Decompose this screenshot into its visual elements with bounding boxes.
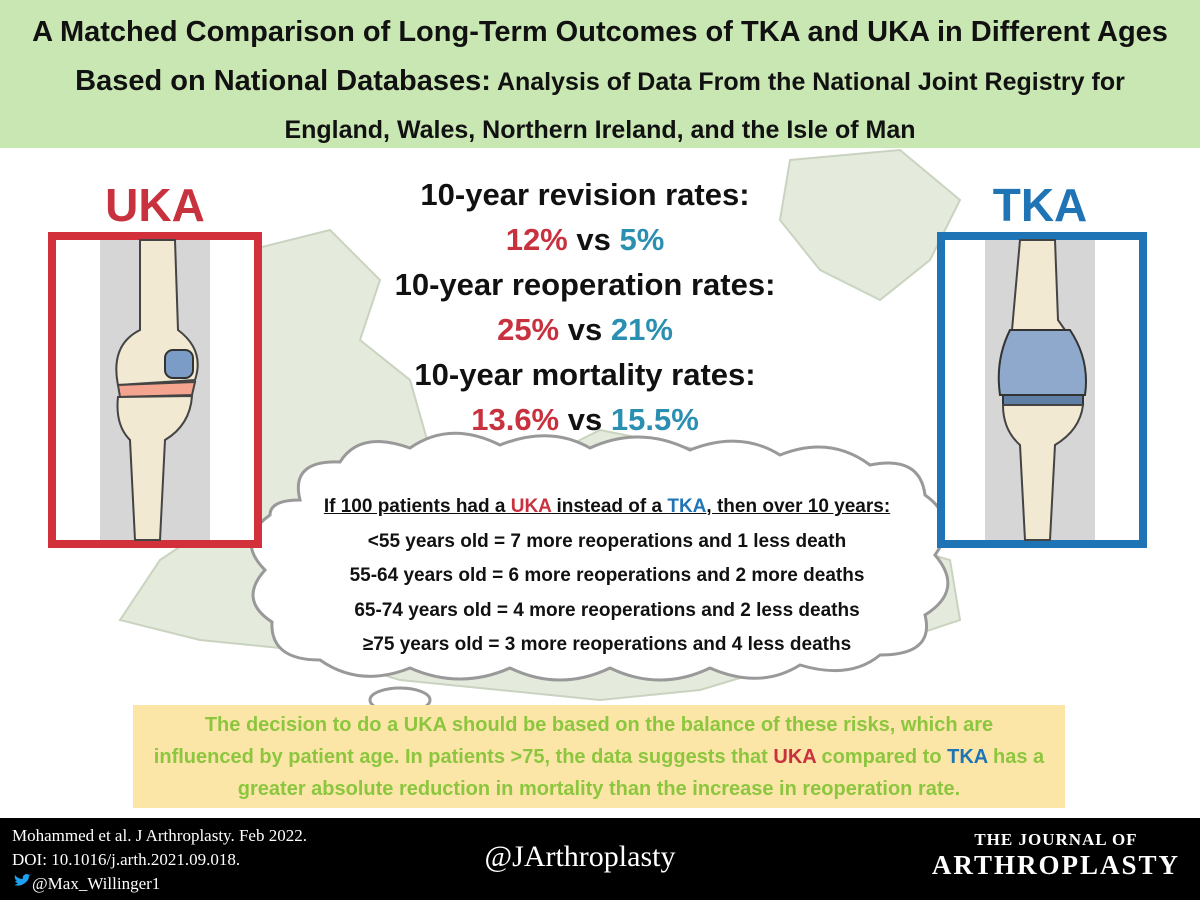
journal-line: THE JOURNAL OF: [974, 830, 1138, 849]
title: A Matched Comparison of Long-Term Outcom…: [0, 0, 1200, 148]
text: , then over 10 years:: [706, 496, 891, 517]
handle: @Max_Willinger1: [32, 874, 161, 893]
text: UKA: [773, 746, 816, 768]
illustration: [48, 148, 1147, 714]
stats: 10-year revision rates: 12% vs 5% 10-year …: [330, 172, 840, 442]
tibia: [1001, 404, 1085, 541]
uka-label: UKA: [105, 179, 205, 231]
author: @Max_Willinger1: [12, 872, 307, 896]
cloud-intro: If 100 patients had a UKA instead of a T…: [262, 490, 952, 525]
text: compared to: [815, 746, 948, 768]
tibia: [116, 394, 194, 541]
text: instead of a: [551, 496, 668, 517]
text: UKA: [510, 496, 552, 517]
tka-label: TKA: [992, 179, 1088, 231]
footer-left: Mohammed et al. J Arthroplasty. Feb 2022…: [12, 824, 307, 896]
cloud-text: If 100 patients had a UKA instead of a T…: [262, 490, 952, 663]
map-shape: [778, 148, 962, 302]
stat-values: 12% vs 5%: [330, 217, 840, 262]
text: TKA: [667, 496, 707, 517]
insert: [116, 380, 197, 399]
implant: [164, 349, 194, 379]
tka-value: 15.5%: [610, 402, 699, 437]
text: If 100 patients had a: [323, 496, 511, 517]
age-row: 65-74 years old = 4 more reoperations an…: [354, 599, 860, 621]
tka-value: 5%: [619, 222, 665, 257]
stat-heading: 10-year revision rates:: [420, 177, 750, 212]
implant: [997, 329, 1087, 396]
conclusion: The decision to do a UKA should be based…: [133, 705, 1065, 808]
age-row: 55-64 years old = 6 more reoperations an…: [349, 565, 865, 586]
title-sub: Analysis of Data From the National Joint…: [284, 68, 1125, 144]
cloud: [249, 431, 950, 682]
stat-heading: 10-year reoperation rates:: [394, 267, 776, 302]
text: TKA: [947, 746, 988, 768]
text: has a greater absolute reduction in mort…: [237, 746, 1045, 800]
journal-line: ARTHROPLASTY: [931, 850, 1180, 880]
stat-values: 25% vs 21%: [330, 307, 840, 352]
versus: vs: [567, 402, 603, 437]
footer: Mohammed et al. J Arthroplasty. Feb 2022…: [0, 818, 1200, 900]
age-row: <55 years old = 7 more reoperations and …: [367, 530, 847, 552]
title-main: A Matched Comparison of Long-Term Outcom…: [32, 16, 1168, 97]
stat-heading: 10-year mortality rates:: [414, 357, 756, 392]
versus: vs: [567, 312, 603, 347]
doi: DOI: 10.1016/j.arth.2021.09.018.: [12, 850, 241, 869]
versus: vs: [576, 222, 611, 257]
uka-value: 25%: [497, 312, 560, 347]
uka-value: 12%: [505, 222, 568, 257]
journal-logo: THE JOURNAL OF ARTHROPLASTY: [932, 830, 1180, 881]
insert: [1002, 394, 1084, 406]
femur: [1010, 239, 1067, 331]
tka-value: 21%: [610, 312, 673, 347]
cloud-rows: <55 years old = 7 more reoperations and …: [262, 525, 952, 663]
bird-icon: [14, 874, 31, 886]
citation: Mohammed et al. J Arthroplasty. Feb 2022…: [12, 826, 307, 845]
stat-values: 13.6% vs 15.5%: [330, 397, 840, 442]
text: The decision to do a UKA should be based…: [153, 714, 994, 768]
age-row: ≥75 years old = 3 more reoperations and …: [362, 634, 852, 655]
uka-value: 13.6%: [471, 402, 560, 437]
journal-handle: @JArthroplasty: [484, 840, 676, 873]
